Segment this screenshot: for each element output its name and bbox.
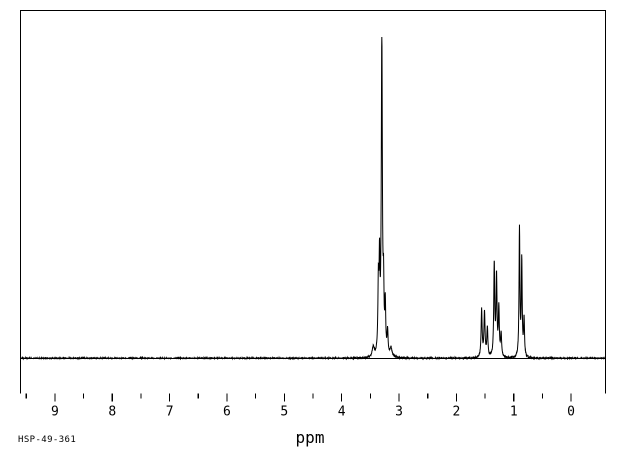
axis-tick-label: 0 [567, 405, 575, 420]
axis-label-group: 9 8 7 6 5 4 3 2 1 0 [51, 405, 575, 420]
sample-id-label: HSP-49-361 [18, 435, 76, 445]
axis-tick-group [25, 393, 572, 402]
axis-tick-label: 9 [51, 405, 59, 420]
plot-frame [19, 9, 607, 394]
axis-tick-label: 4 [338, 405, 346, 420]
spectrum-trace [20, 36, 606, 361]
axis-tick-label: 7 [166, 405, 174, 420]
axis-tick-label: 3 [395, 405, 403, 420]
x-axis-title: ppm [296, 428, 325, 447]
axis-tick-label: 6 [223, 405, 231, 420]
axis-tick-label: 8 [108, 405, 116, 420]
axis-tick-label: 1 [510, 405, 518, 420]
axis-tick-label: 5 [280, 405, 288, 420]
axis-tick-label: 2 [452, 405, 460, 420]
